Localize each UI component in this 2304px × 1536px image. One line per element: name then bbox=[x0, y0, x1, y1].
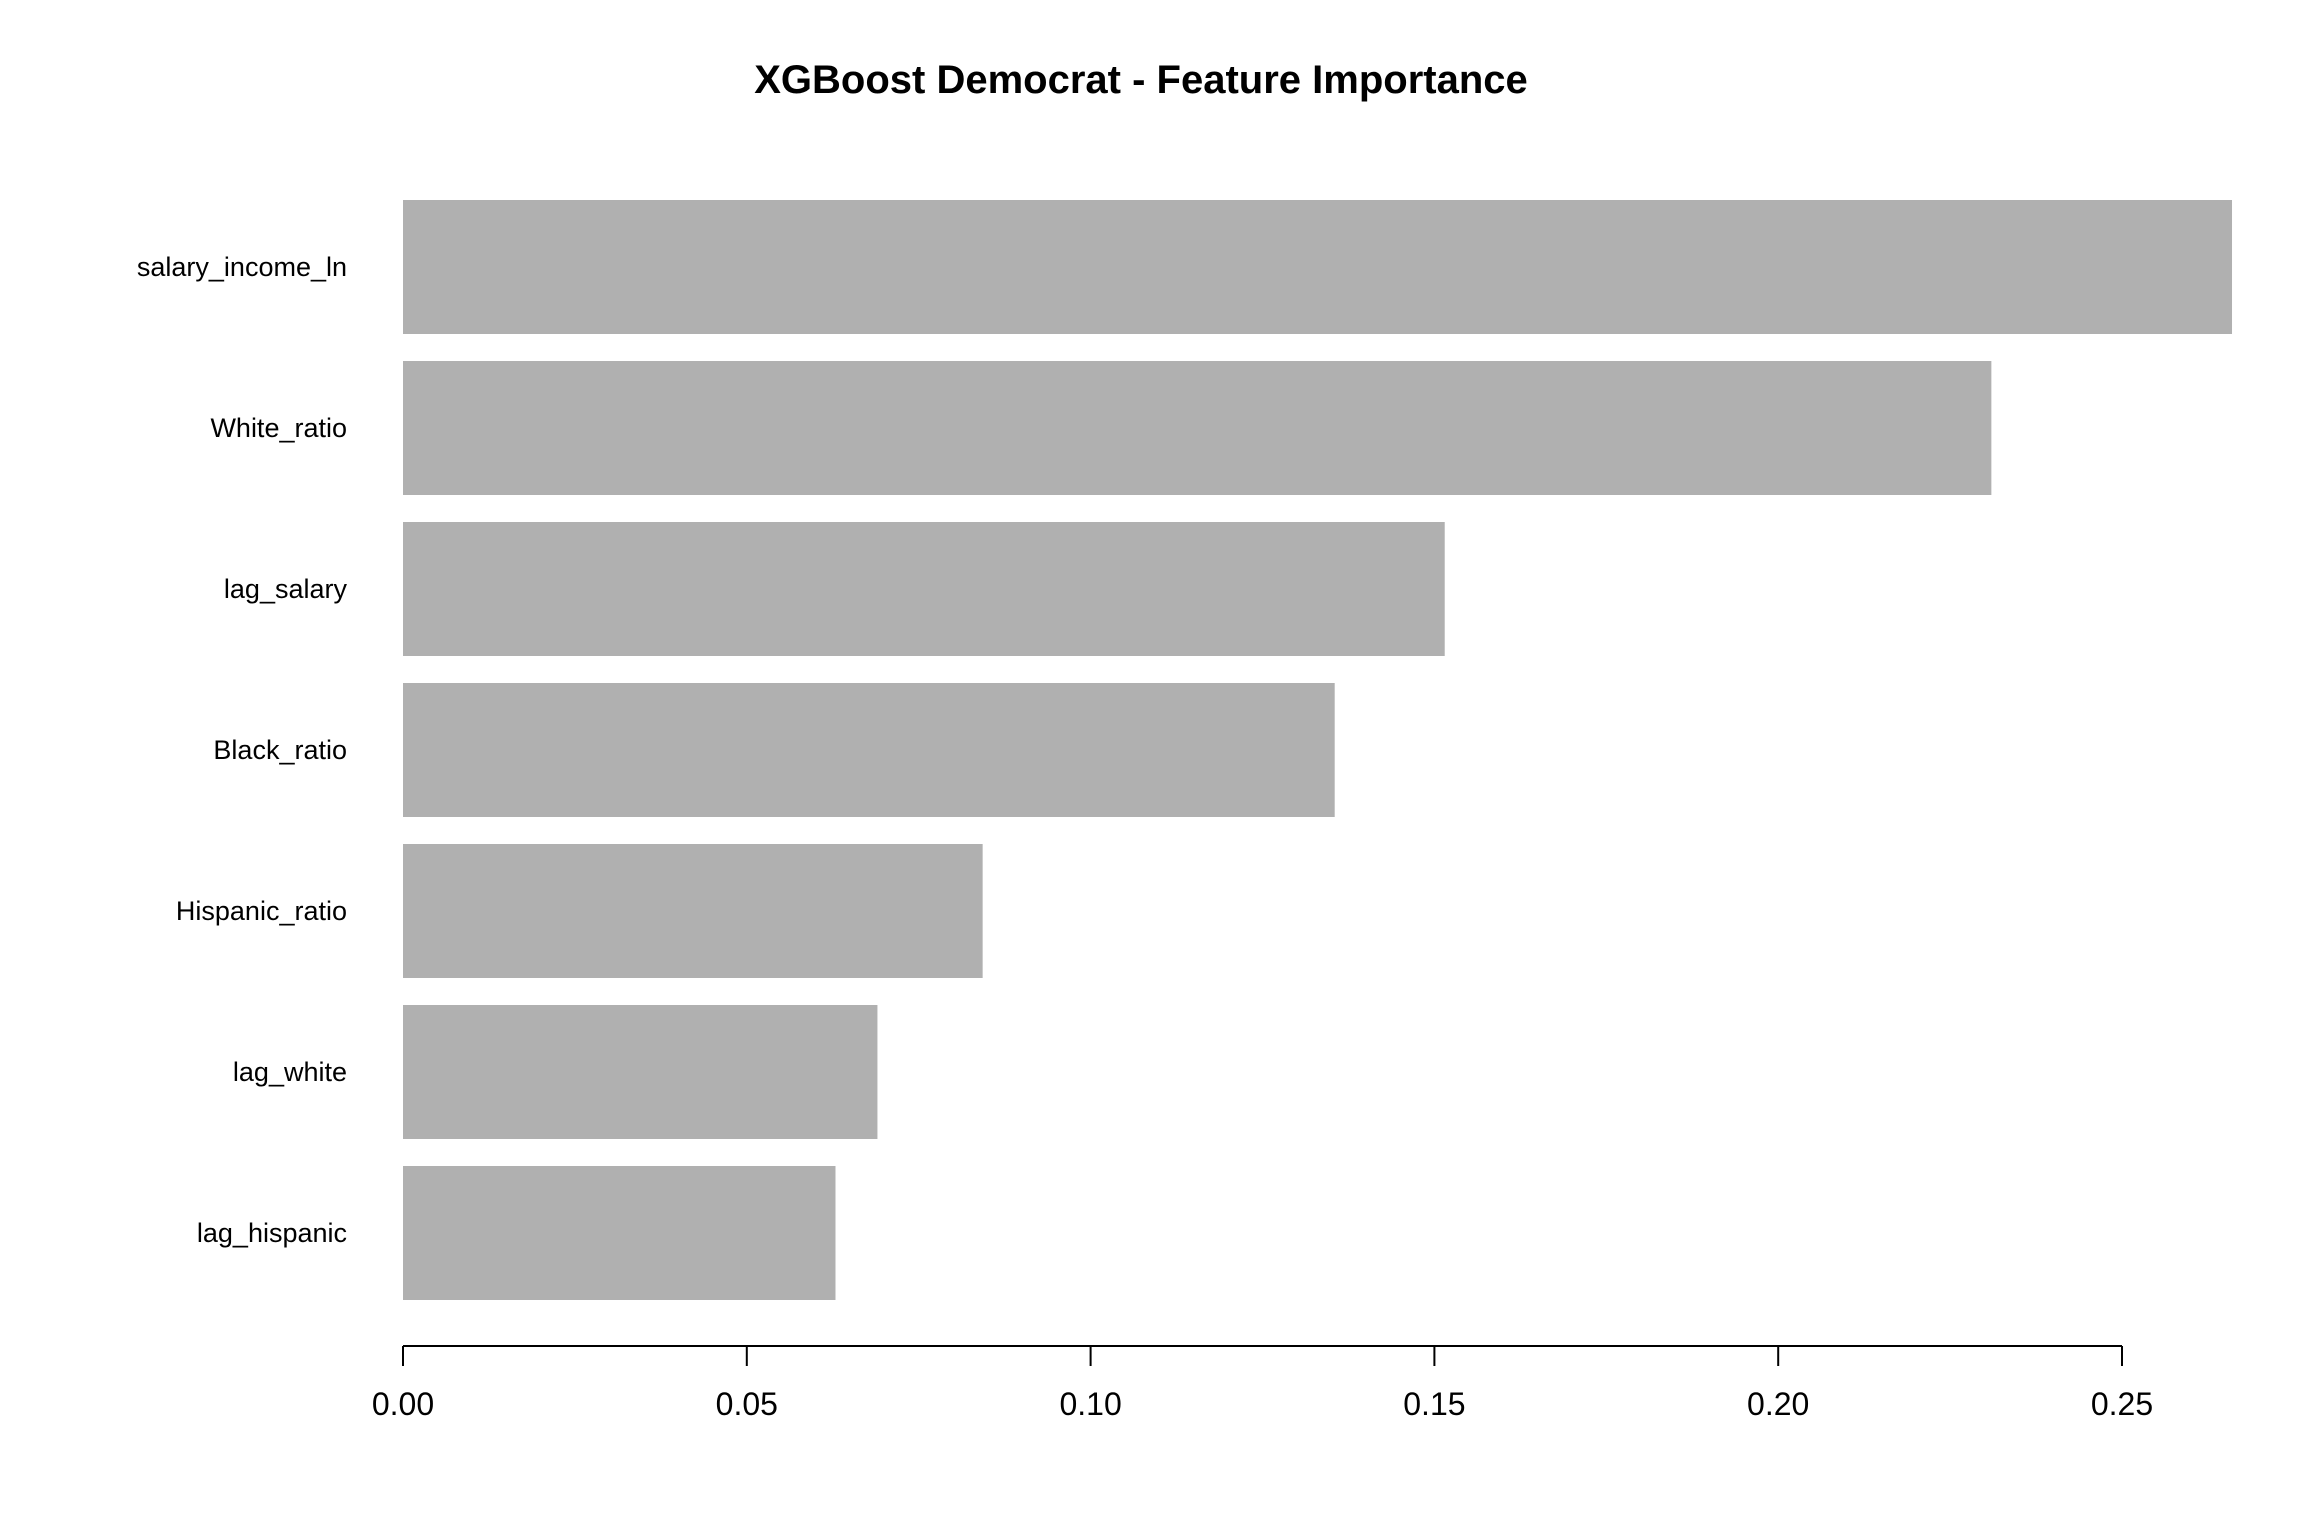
chart-title: XGBoost Democrat - Feature Importance bbox=[754, 58, 1528, 102]
x-tick-label: 0.25 bbox=[2091, 1386, 2153, 1422]
category-label: lag_white bbox=[233, 1057, 347, 1087]
bar-lag_white bbox=[403, 1005, 878, 1139]
x-tick-label: 0.10 bbox=[1059, 1386, 1121, 1422]
category-label: Hispanic_ratio bbox=[176, 896, 347, 926]
category-label: White_ratio bbox=[210, 413, 347, 443]
bar-salary_income_ln bbox=[403, 200, 2233, 334]
x-tick-label: 0.00 bbox=[372, 1386, 434, 1422]
category-label: lag_salary bbox=[224, 574, 348, 604]
bar-Hispanic_ratio bbox=[403, 844, 983, 978]
bar-Black_ratio bbox=[403, 683, 1335, 817]
category-labels-group: salary_income_ln White_ratio lag_salary Bla… bbox=[137, 252, 348, 1248]
x-axis: 0.00 0.05 0.10 0.15 0.20 0.25 bbox=[372, 1345, 2153, 1422]
bar-lag_salary bbox=[403, 522, 1445, 656]
x-tick-label: 0.05 bbox=[716, 1386, 778, 1422]
x-tick-label: 0.15 bbox=[1403, 1386, 1465, 1422]
category-label: Black_ratio bbox=[213, 735, 347, 765]
x-tick-label: 0.20 bbox=[1747, 1386, 1809, 1422]
bar-lag_hispanic bbox=[403, 1166, 836, 1300]
category-label: lag_hispanic bbox=[197, 1218, 347, 1248]
bar-White_ratio bbox=[403, 361, 1992, 495]
bars-group bbox=[403, 200, 2233, 1300]
category-label: salary_income_ln bbox=[137, 252, 347, 282]
